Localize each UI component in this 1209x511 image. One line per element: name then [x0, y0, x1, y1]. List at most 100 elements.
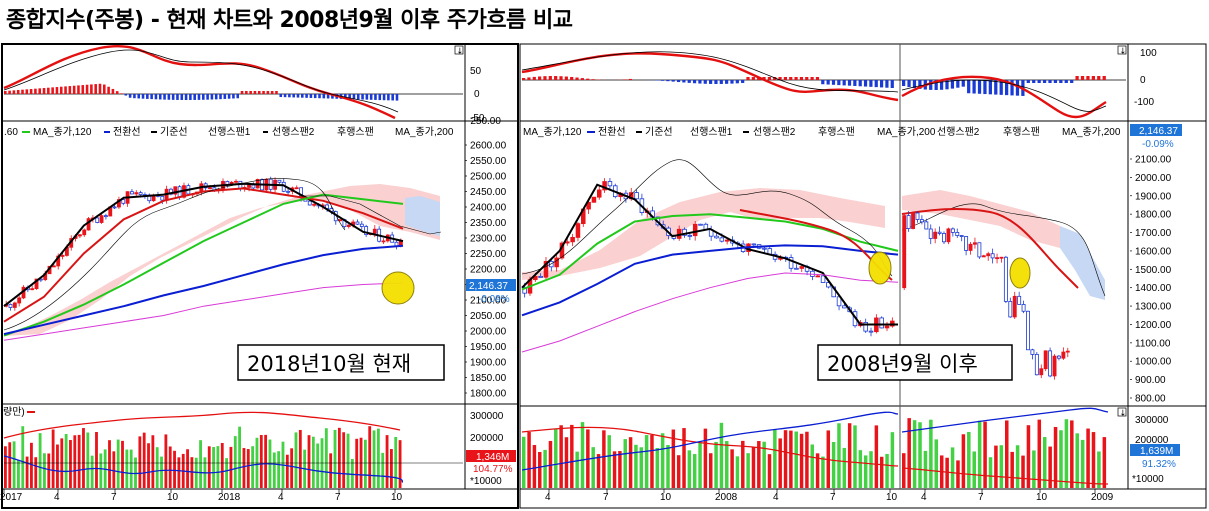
left-macd-bar	[223, 94, 227, 99]
left-volume-bar	[342, 432, 346, 488]
right-volume-bar	[612, 451, 617, 488]
right-macd-bar	[741, 80, 745, 83]
right-seg2-macd-bar	[907, 80, 911, 88]
left-volume-bar	[212, 447, 215, 488]
left-macd-bar	[262, 91, 265, 94]
right-seg2-macd-bar	[1032, 80, 1036, 83]
right-seg2-candle	[906, 215, 911, 229]
right-vol-box	[1130, 444, 1180, 456]
right-volume-bar	[799, 433, 804, 488]
left-volume-bar	[346, 433, 350, 488]
right-macd-bar	[586, 78, 590, 80]
left-volume-bar	[229, 446, 233, 488]
right-macd-bar	[666, 80, 670, 82]
left-legend-item-4: 선행스팬1	[208, 126, 251, 138]
right-vol-scroll-button[interactable]	[1117, 407, 1127, 417]
left-macd-tick-0: 0	[474, 89, 480, 100]
left-price-tick-label: 1900.00	[470, 358, 507, 369]
right-volume-bar	[890, 432, 895, 488]
left-macd-bar	[232, 94, 235, 99]
right-volume-bar	[837, 423, 841, 488]
right-volume-bar	[767, 454, 772, 488]
left-macd-bar	[47, 87, 50, 94]
right-seg2-candle	[986, 253, 991, 257]
right-seg2-volume-bar	[961, 434, 966, 488]
right-volume-bar	[821, 456, 825, 488]
right-volume-ma-blue-2	[901, 407, 1109, 433]
right-seg2-volume-bar	[1021, 455, 1025, 488]
right-volume-bar	[751, 447, 756, 488]
left-candle	[130, 191, 134, 195]
left-macd-bar	[25, 89, 29, 94]
left-volume-bar	[47, 453, 51, 488]
left-macd-bar	[163, 94, 166, 100]
right-vol-box-pct: 91.32%	[1142, 459, 1176, 470]
right-volume-bar	[810, 444, 814, 488]
left-volume-bar	[376, 428, 380, 488]
left-macd-scroll-button[interactable]	[454, 45, 464, 55]
left-volume-bar	[298, 429, 302, 488]
right-seg2-macd-bar	[1042, 80, 1047, 83]
right-seg2-volume-bar	[902, 453, 906, 488]
right-panel-frame	[519, 43, 1207, 509]
left-macd-bar	[365, 94, 369, 100]
right-vol-tick-1: 200000	[1135, 435, 1169, 446]
right-seg2-candle	[946, 228, 951, 243]
right-seg2-candle	[937, 231, 942, 234]
right-seg2-macd-bar	[983, 80, 987, 95]
left-legend-item-0: .60	[4, 127, 18, 138]
right-red-ma-2	[901, 207, 1079, 289]
left-candle	[60, 255, 65, 257]
left-price-tick-label: 2400.00	[470, 203, 507, 214]
right-volume-bar	[639, 447, 644, 488]
left-macd-bar	[197, 94, 201, 100]
right-volume-bar	[703, 428, 708, 488]
left-volume-bar	[64, 433, 68, 488]
right-macd-bar	[831, 80, 836, 85]
right-candle	[586, 201, 591, 210]
right-ma-black-line	[521, 183, 898, 326]
left-volume-ma-red	[3, 411, 401, 439]
left-legend: .60 MA_종가,120 전환선 기준선 선행스팬1 선행스팬2 후행스팬 M…	[4, 126, 454, 138]
left-vol-box-value: 1,346M	[476, 452, 509, 463]
right-seg2-candle	[964, 236, 969, 251]
left-macd-bar	[344, 94, 347, 100]
right-candle	[868, 330, 874, 333]
right-candle	[607, 181, 613, 187]
left-macd-bar	[279, 94, 283, 98]
right-candle	[842, 305, 847, 309]
right-macd-bar	[815, 77, 820, 80]
left-macd-bar	[68, 86, 72, 94]
right-seg2-macd-bar	[994, 80, 998, 95]
right-seg2-volume-bar	[1080, 439, 1085, 488]
left-candle	[173, 186, 178, 195]
right-macd-bar	[682, 80, 686, 83]
right-volume-bar	[762, 441, 766, 488]
right-volume-bar	[815, 453, 820, 488]
right-macd-bar	[714, 80, 718, 84]
right-volume-bar	[885, 453, 889, 488]
right-last-price: 2,146.37	[1139, 126, 1178, 137]
right-macd-bar	[559, 76, 563, 80]
right-macd-bar	[628, 78, 633, 80]
left-macd-bar	[124, 94, 128, 96]
left-macd-bar	[318, 94, 321, 99]
right-seg2-candle	[968, 243, 973, 251]
right-volume-bar	[874, 425, 879, 488]
left-macd-bar	[309, 94, 313, 98]
right-seg2-candle	[1048, 350, 1053, 377]
right-candle	[719, 237, 725, 242]
left-macd-tick-50: 50	[470, 66, 482, 77]
left-annotation-box	[237, 344, 445, 381]
right-volume-bar	[709, 453, 713, 488]
right-macd-scroll-button[interactable]	[1117, 45, 1127, 55]
left-volume-bar	[25, 456, 29, 488]
left-vol-box	[466, 450, 516, 462]
right-volume-bar	[869, 451, 873, 488]
right-macd-tick-0: 0	[1140, 75, 1146, 86]
right-seg2-candle	[959, 235, 964, 237]
left-volume-bar	[164, 434, 168, 488]
right-price-tick-label: 900.00	[1135, 375, 1166, 386]
left-macd-bar	[51, 87, 54, 94]
left-macd-bar	[270, 91, 274, 94]
